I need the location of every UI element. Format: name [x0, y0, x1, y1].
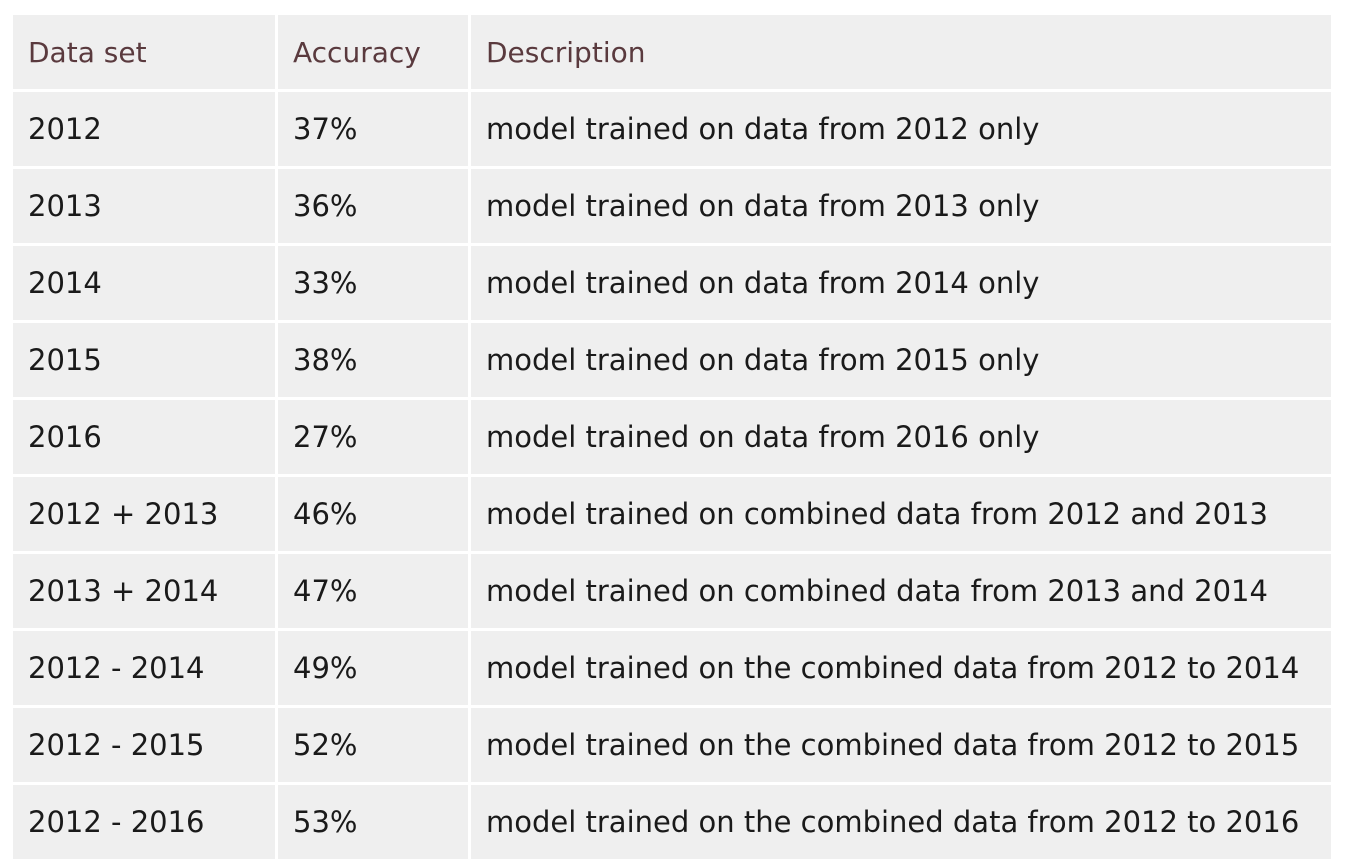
table-row: 2012 37% model trained on data from 2012… [13, 92, 1331, 166]
cell-data-set: 2012 - 2016 [13, 785, 275, 859]
cell-description: model trained on the combined data from … [471, 785, 1331, 859]
table-row: 2012 + 2013 46% model trained on combine… [13, 477, 1331, 551]
table-row: 2015 38% model trained on data from 2015… [13, 323, 1331, 397]
cell-data-set: 2012 [13, 92, 275, 166]
accuracy-table: Data set Accuracy Description 2012 37% m… [10, 12, 1334, 862]
cell-description: model trained on combined data from 2012… [471, 477, 1331, 551]
table-row: 2016 27% model trained on data from 2016… [13, 400, 1331, 474]
accuracy-table-container: Data set Accuracy Description 2012 37% m… [10, 12, 1334, 859]
cell-accuracy: 49% [278, 631, 468, 705]
cell-accuracy: 46% [278, 477, 468, 551]
cell-data-set: 2012 - 2015 [13, 708, 275, 782]
header-accuracy: Accuracy [278, 15, 468, 89]
header-data-set: Data set [13, 15, 275, 89]
cell-description: model trained on data from 2016 only [471, 400, 1331, 474]
cell-accuracy: 47% [278, 554, 468, 628]
cell-description: model trained on data from 2014 only [471, 246, 1331, 320]
cell-accuracy: 53% [278, 785, 468, 859]
cell-description: model trained on combined data from 2013… [471, 554, 1331, 628]
cell-accuracy: 37% [278, 92, 468, 166]
cell-description: model trained on data from 2012 only [471, 92, 1331, 166]
table-row: 2014 33% model trained on data from 2014… [13, 246, 1331, 320]
cell-description: model trained on data from 2015 only [471, 323, 1331, 397]
table-header-row: Data set Accuracy Description [13, 15, 1331, 89]
cell-data-set: 2015 [13, 323, 275, 397]
cell-accuracy: 36% [278, 169, 468, 243]
cell-accuracy: 33% [278, 246, 468, 320]
cell-accuracy: 38% [278, 323, 468, 397]
table-row: 2012 - 2015 52% model trained on the com… [13, 708, 1331, 782]
header-description: Description [471, 15, 1331, 89]
table-row: 2012 - 2014 49% model trained on the com… [13, 631, 1331, 705]
table-row: 2013 + 2014 47% model trained on combine… [13, 554, 1331, 628]
cell-description: model trained on the combined data from … [471, 708, 1331, 782]
cell-accuracy: 52% [278, 708, 468, 782]
cell-description: model trained on data from 2013 only [471, 169, 1331, 243]
cell-data-set: 2013 [13, 169, 275, 243]
cell-data-set: 2014 [13, 246, 275, 320]
cell-data-set: 2012 + 2013 [13, 477, 275, 551]
cell-data-set: 2012 - 2014 [13, 631, 275, 705]
table-row: 2013 36% model trained on data from 2013… [13, 169, 1331, 243]
cell-data-set: 2016 [13, 400, 275, 474]
cell-description: model trained on the combined data from … [471, 631, 1331, 705]
cell-accuracy: 27% [278, 400, 468, 474]
cell-data-set: 2013 + 2014 [13, 554, 275, 628]
table-row: 2012 - 2016 53% model trained on the com… [13, 785, 1331, 859]
